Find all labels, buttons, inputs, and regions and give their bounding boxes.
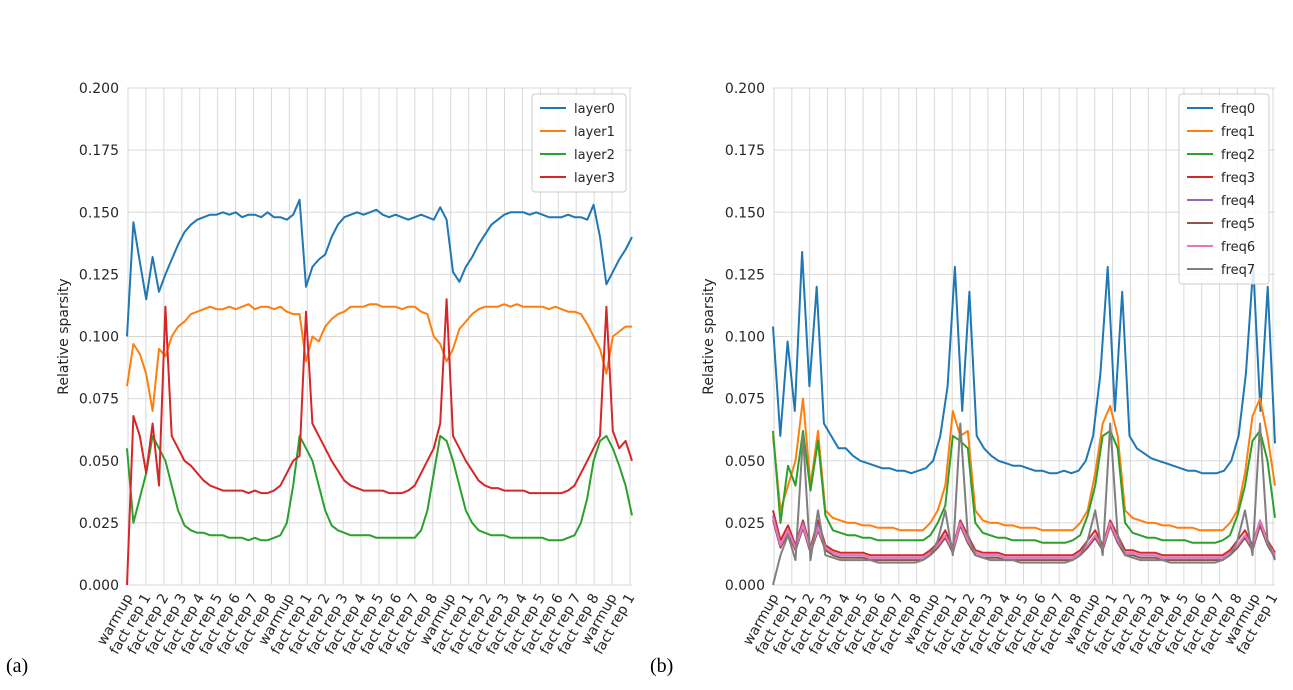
series-line-freq6 (772, 517, 1276, 559)
series-line-freq2 (772, 429, 1276, 544)
y-tick-label: 0.075 (725, 392, 765, 408)
series-line-layer1 (126, 303, 632, 412)
legend-label: freq1 (1221, 125, 1255, 140)
legend-label: freq2 (1221, 148, 1255, 163)
series-line-freq0 (772, 251, 1276, 475)
legend-label: freq6 (1221, 240, 1255, 255)
y-tick-label: 0.050 (725, 454, 765, 470)
y-tick-label: 0.125 (725, 267, 765, 283)
y-tick-label: 0.100 (79, 330, 119, 346)
y-tick-label: 0.000 (79, 578, 119, 594)
y-axis-label: Relative sparsity (56, 278, 72, 394)
y-axis-label: Relative sparsity (701, 278, 717, 394)
y-tick-label: 0.025 (725, 516, 765, 532)
y-tick-label: 0.150 (79, 205, 119, 221)
legend-label: freq7 (1221, 263, 1255, 278)
panel-label: (b) (650, 655, 673, 677)
legend-box (1178, 93, 1270, 285)
y-tick-label: 0.100 (725, 330, 765, 346)
legend: freq0 freq1 freq2 freq3 freq4 freq5 freq6 freq7 (1178, 93, 1270, 285)
legend-label: layer0 (574, 102, 615, 117)
y-tick-label: 0.050 (79, 454, 119, 470)
legend-label: freq4 (1221, 194, 1255, 209)
y-tick-label: 0.175 (725, 143, 765, 159)
y-tick-label: 0.175 (79, 143, 119, 159)
series-line-freq5 (772, 520, 1276, 562)
legend-label: layer3 (574, 171, 615, 186)
y-tick-label: 0.125 (79, 267, 119, 283)
legend-label: layer1 (574, 125, 615, 140)
legend-label: freq5 (1221, 217, 1255, 232)
series-line-layer0 (126, 198, 633, 337)
series-line-freq1 (772, 397, 1276, 532)
legend: layer0 layer1 layer2 layer3 (531, 93, 627, 193)
y-tick-label: 0.200 (725, 81, 765, 97)
legend-label: freq3 (1221, 171, 1255, 186)
panel-label: (a) (6, 655, 28, 677)
series-line-layer2 (126, 434, 633, 542)
y-tick-label: 0.000 (725, 578, 765, 594)
y-tick-label: 0.150 (725, 205, 765, 221)
y-tick-label: 0.200 (79, 81, 119, 97)
series-line-layer3 (126, 298, 633, 586)
y-tick-label: 0.075 (79, 392, 119, 408)
series-line-freq7 (772, 422, 1276, 586)
legend-label: freq0 (1221, 102, 1255, 117)
y-tick-label: 0.025 (79, 516, 119, 532)
series-line-freq3 (772, 510, 1276, 557)
legend-box (531, 93, 627, 193)
legend-label: layer2 (574, 148, 615, 163)
